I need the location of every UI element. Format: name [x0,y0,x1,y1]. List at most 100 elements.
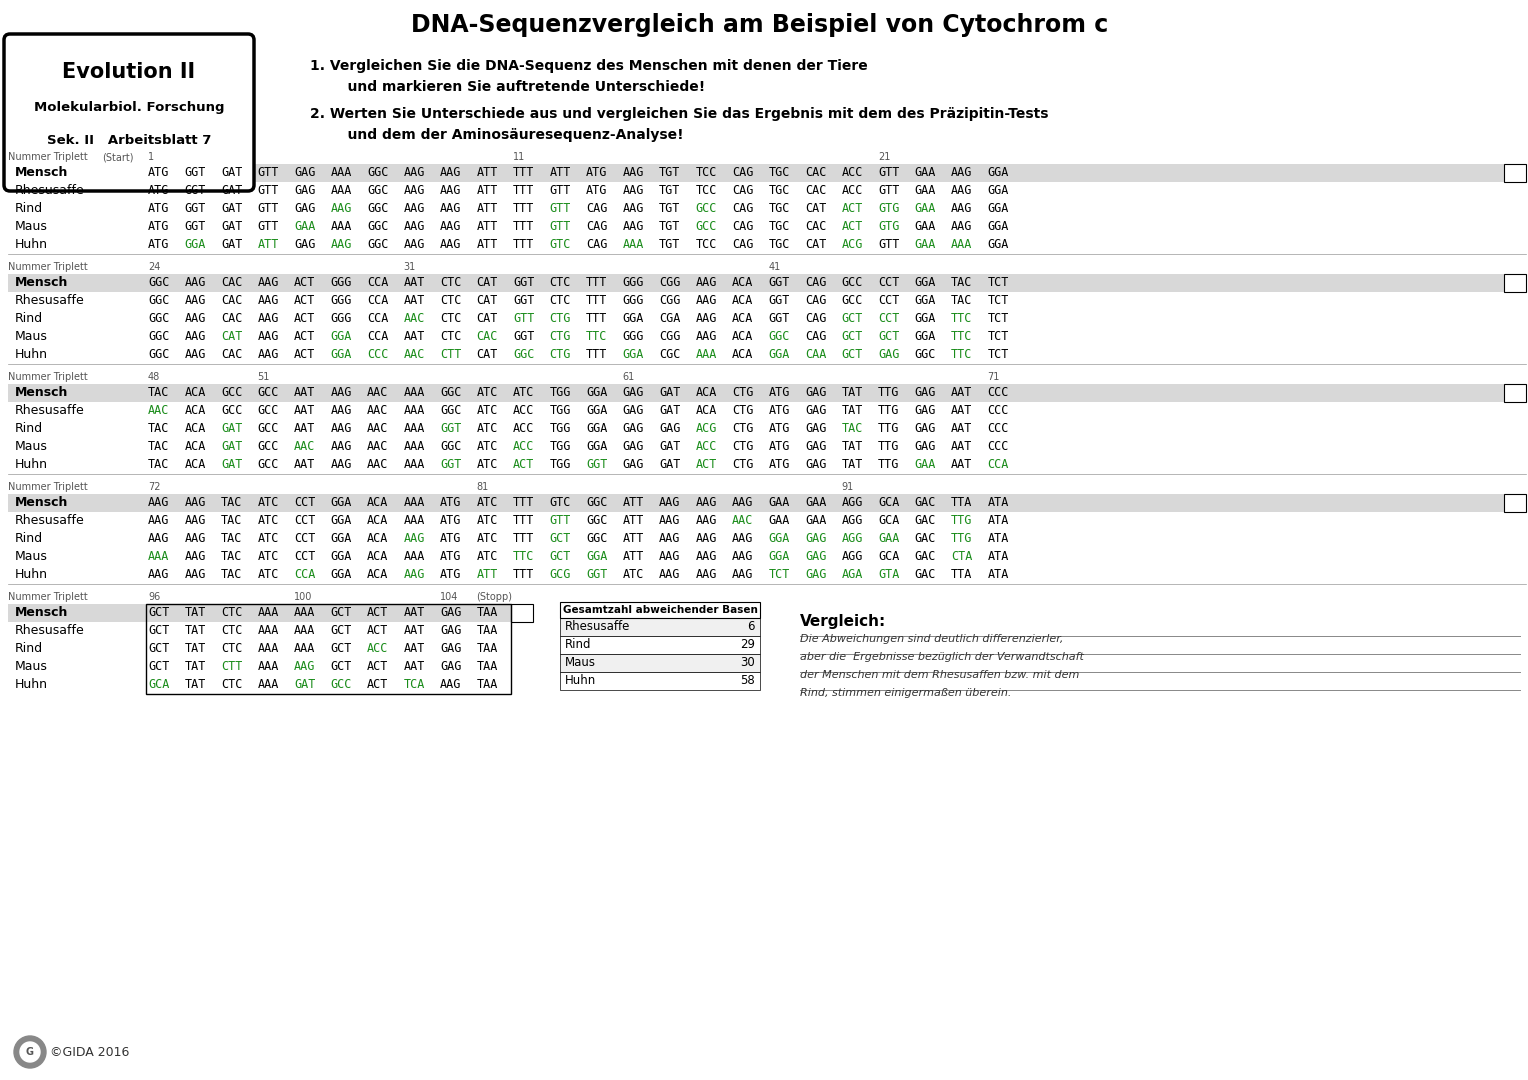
Text: ACC: ACC [842,166,863,179]
Text: AAG: AAG [659,568,680,581]
Text: TAT: TAT [185,678,206,691]
Text: AAG: AAG [622,203,643,216]
Text: GTT: GTT [879,239,900,252]
Text: GGC: GGC [148,330,170,343]
Text: CCC: CCC [367,349,388,362]
Text: GCA: GCA [879,497,900,510]
Text: CCT: CCT [879,276,900,289]
Text: TTG: TTG [879,441,900,454]
Text: GGA: GGA [987,239,1008,252]
Text: ACG: ACG [695,422,717,435]
Text: GGG: GGG [622,330,643,343]
Text: ATG: ATG [440,497,461,510]
Text: Mensch: Mensch [15,276,69,289]
Text: GGT: GGT [769,295,790,308]
Text: CAC: CAC [222,295,243,308]
Text: CTA: CTA [950,551,972,564]
Text: ACA: ACA [185,459,206,472]
Text: GGC: GGC [440,405,461,418]
Text: ATT: ATT [622,497,643,510]
Text: ACA: ACA [732,295,753,308]
Text: CAG: CAG [805,312,827,325]
Text: TGG: TGG [550,387,571,400]
Text: 100: 100 [293,592,312,602]
Text: GGC: GGC [148,349,170,362]
Text: GAC: GAC [914,532,935,545]
Text: GTT: GTT [258,166,280,179]
Text: Maus: Maus [15,551,47,564]
Text: GCC: GCC [258,459,280,472]
Text: TAC: TAC [148,422,170,435]
Text: Huhn: Huhn [565,675,596,688]
Text: AAA: AAA [330,185,351,198]
Text: GCC: GCC [222,405,243,418]
Text: TCT: TCT [987,312,1008,325]
Text: GAT: GAT [222,441,243,454]
Text: ACA: ACA [695,405,717,418]
Text: AAC: AAC [367,459,388,472]
Text: GAT: GAT [222,239,243,252]
Text: Mensch: Mensch [15,607,69,620]
Text: Mensch: Mensch [15,497,69,510]
Text: Rind: Rind [15,422,43,435]
Text: Huhn: Huhn [15,349,47,362]
Text: TAC: TAC [950,276,972,289]
Text: 51: 51 [258,372,270,382]
Text: AAC: AAC [148,405,170,418]
Text: GCC: GCC [258,387,280,400]
Text: CAT: CAT [477,312,498,325]
Text: ATG: ATG [440,514,461,527]
Text: GAG: GAG [622,387,643,400]
Text: TTT: TTT [513,166,535,179]
Text: GCT: GCT [330,607,351,620]
Text: ATC: ATC [477,532,498,545]
Text: GGC: GGC [587,497,607,510]
Text: TAA: TAA [477,643,498,656]
Text: TTG: TTG [879,459,900,472]
Text: CCT: CCT [293,497,315,510]
Text: AAG: AAG [732,568,753,581]
Text: AAG: AAG [185,568,206,581]
Text: GGA: GGA [587,441,607,454]
Text: (Start): (Start) [102,152,133,162]
Text: AAT: AAT [950,405,972,418]
Text: aber die  Ergebnisse bezüglich der Verwandtschaft: aber die Ergebnisse bezüglich der Verwan… [801,652,1083,662]
Text: TGT: TGT [659,166,680,179]
Text: TCT: TCT [987,276,1008,289]
Text: GGT: GGT [587,568,607,581]
Text: ACA: ACA [185,422,206,435]
Text: AAG: AAG [950,203,972,216]
Text: Maus: Maus [15,661,47,674]
Text: CTC: CTC [222,607,243,620]
Text: CAT: CAT [477,295,498,308]
Text: TGC: TGC [769,220,790,233]
Text: CCA: CCA [367,295,388,308]
Text: AAG: AAG [440,166,461,179]
Text: TTC: TTC [950,312,972,325]
Text: ATG: ATG [148,239,170,252]
Text: Rhesusaffe: Rhesusaffe [565,621,631,634]
Text: CAC: CAC [477,330,498,343]
Text: GCT: GCT [550,532,571,545]
Text: Rind: Rind [15,532,43,545]
Text: TTT: TTT [513,532,535,545]
Text: ATT: ATT [622,532,643,545]
Text: 6: 6 [747,621,755,634]
Text: AAA: AAA [258,661,280,674]
Text: ACA: ACA [367,568,388,581]
Text: GAT: GAT [222,220,243,233]
Text: GAC: GAC [914,568,935,581]
Circle shape [20,1042,40,1062]
Text: CAA: CAA [805,349,827,362]
Text: TTT: TTT [513,185,535,198]
Text: ACC: ACC [513,441,535,454]
Text: AAC: AAC [367,387,388,400]
Text: GAG: GAG [805,459,827,472]
Text: TAT: TAT [185,607,206,620]
Text: ATC: ATC [258,551,280,564]
Text: GGC: GGC [769,330,790,343]
Text: AAG: AAG [330,441,351,454]
Text: AAG: AAG [950,166,972,179]
Text: GAG: GAG [622,422,643,435]
Text: TCT: TCT [987,349,1008,362]
